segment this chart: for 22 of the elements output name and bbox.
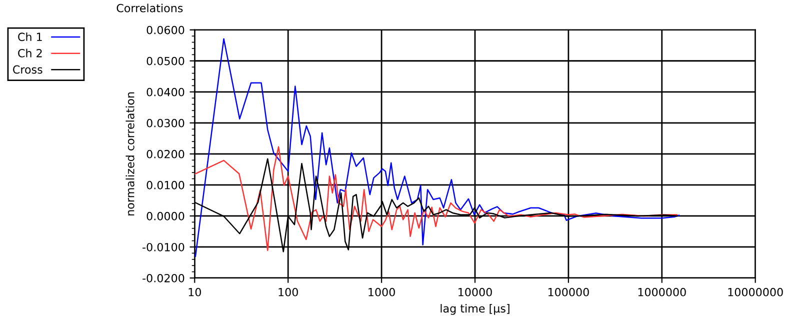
y-tick-label: 0.0400	[146, 88, 184, 96]
x-tick-label: 10	[188, 288, 201, 296]
y-axis-title: normalized correlation	[126, 92, 134, 216]
y-tick-label: 0.0300	[146, 118, 184, 128]
y-tick-label: 0.0200	[146, 150, 184, 158]
x-tick-label: 10000	[458, 288, 492, 296]
x-tick-label: 1000	[368, 288, 395, 296]
legend-label: Cross	[13, 65, 42, 74]
chart-title: Correlations	[116, 4, 183, 12]
y-tick-label: 0.0100	[146, 180, 184, 190]
y-tick-label: 0.0600	[146, 26, 184, 34]
y-tick-label: -0.0200	[142, 274, 184, 282]
x-tick-label: 10000000	[728, 288, 783, 296]
legend-label: Ch 1	[18, 32, 42, 42]
x-axis-title: lag time [µs]	[440, 304, 510, 315]
y-tick-label: 0.0000	[146, 212, 184, 220]
x-tick-label: 100000	[548, 288, 589, 296]
y-tick-label: 0.0500	[146, 56, 184, 66]
x-tick-label: 100	[278, 288, 298, 296]
y-tick-label: -0.0100	[142, 242, 184, 252]
x-tick-label: 1000000	[638, 288, 686, 296]
legend-label: Ch 2	[18, 48, 42, 58]
